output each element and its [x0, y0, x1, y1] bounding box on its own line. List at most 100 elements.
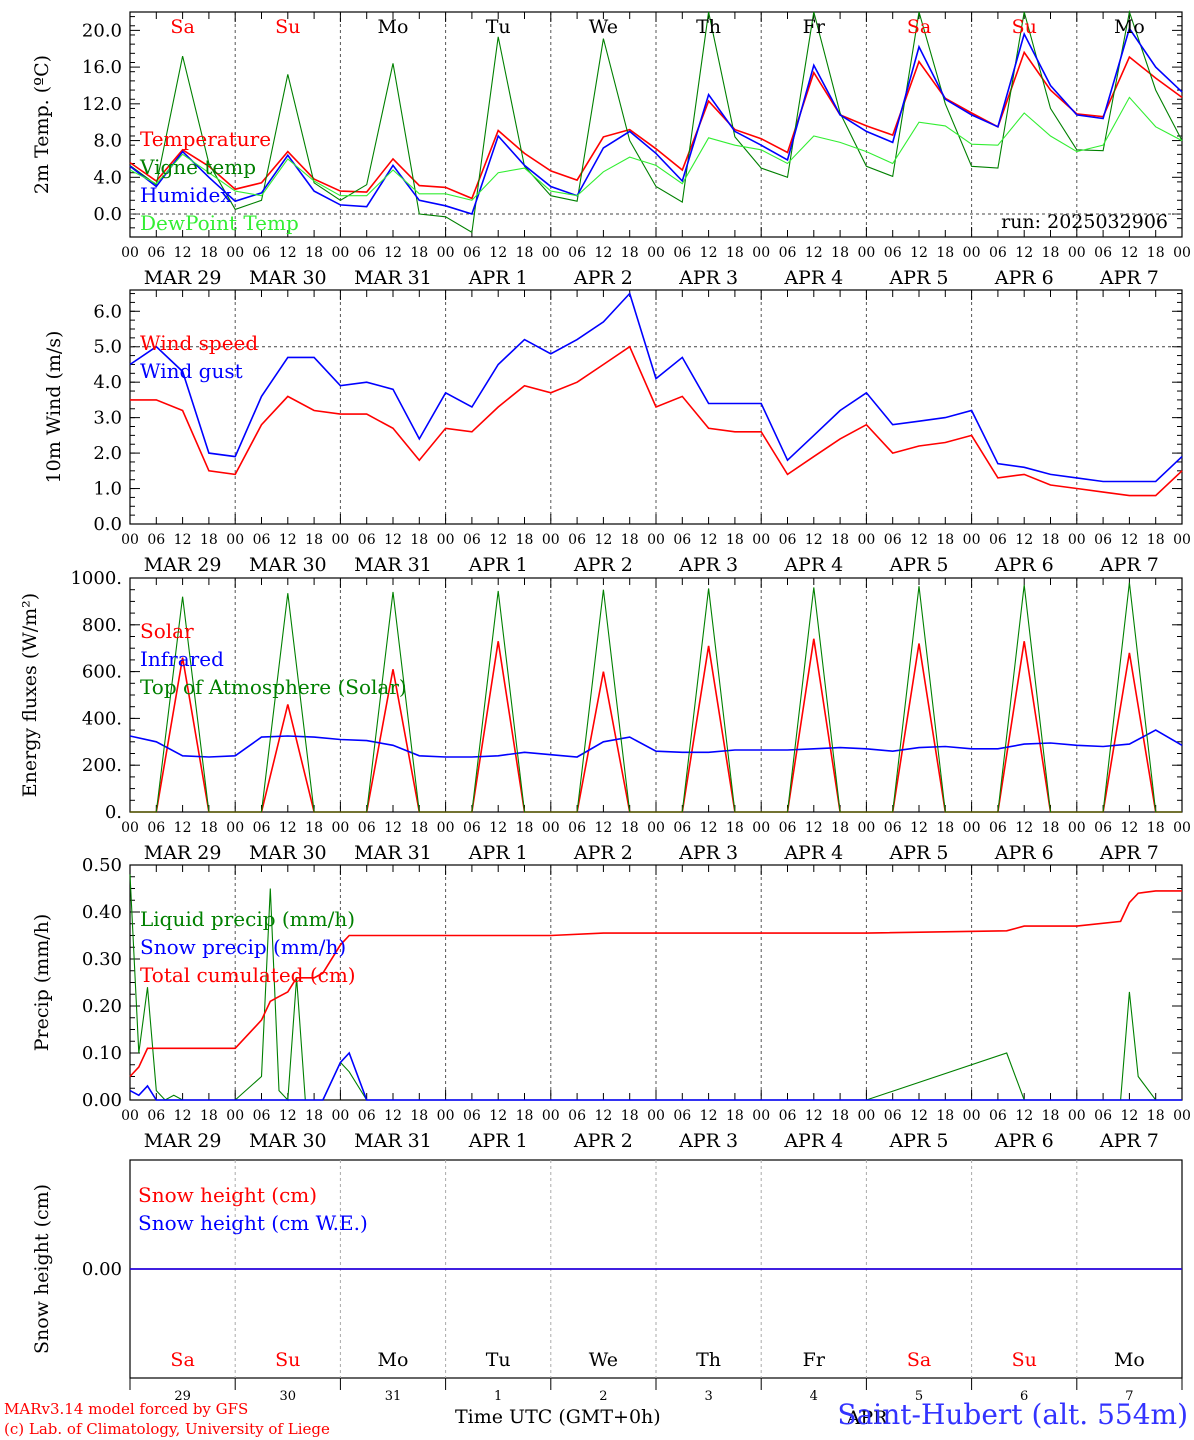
x-tick-label: 06	[253, 245, 271, 261]
y-tick-label: 200.	[82, 755, 122, 776]
x-tick-label: 12	[805, 820, 823, 836]
x-tick-label: 06	[884, 532, 902, 548]
weekday-label: Th	[696, 1349, 721, 1371]
date-label: APR 3	[678, 842, 738, 864]
x-tick-label: 12	[1120, 245, 1138, 261]
x-tick-label: 18	[831, 820, 849, 836]
y-axis-label: 10m Wind (m/s)	[43, 331, 65, 484]
x-tick-label: 00	[542, 245, 560, 261]
series-line-temperature	[129, 50, 1183, 200]
x-tick-label: 00	[857, 820, 875, 836]
x-tick-label: 12	[805, 1108, 823, 1124]
x-tick-label: 12	[174, 532, 192, 548]
x-tick-label: 18	[305, 532, 323, 548]
x-tick-label: 18	[410, 245, 428, 261]
y-tick-label: 1000.	[70, 568, 122, 589]
y-tick-label: 2.0	[93, 443, 122, 464]
x-tick-label: 12	[384, 1108, 402, 1124]
date-label: APR 5	[889, 1130, 949, 1152]
x-tick-label: 06	[147, 1108, 165, 1124]
weekday-label: Sa	[907, 16, 931, 38]
series-line-dewpoint-temp	[129, 96, 1183, 201]
x-tick-label: 06	[568, 820, 586, 836]
x-tick-label: 00	[542, 532, 560, 548]
x-tick-label: 12	[1120, 820, 1138, 836]
x-tick-label: 18	[305, 245, 323, 261]
weekday-label: We	[589, 16, 618, 38]
x-tick-label: 06	[568, 1108, 586, 1124]
x-tick-label: 06	[358, 820, 376, 836]
lab-credit: (c) Lab. of Climatology, University of L…	[4, 1420, 330, 1438]
x-tick-label: 12	[279, 820, 297, 836]
x-tick-label: 12	[910, 245, 928, 261]
panel-1: 00 06 12 18 00 06 12 18 00 06 12 18 00 06 12 18 00 06 12 18…	[31, 9, 1191, 289]
x-tick-label: 06	[779, 532, 797, 548]
day-number: 7	[1125, 1389, 1133, 1404]
y-tick-label: 1.0	[93, 479, 122, 500]
x-tick-label: 00	[963, 532, 981, 548]
date-label: APR 3	[678, 267, 738, 289]
x-tick-label: 12	[700, 532, 718, 548]
x-tick-label: 18	[831, 532, 849, 548]
date-label: MAR 29	[144, 1130, 222, 1152]
x-tick-label: 12	[174, 820, 192, 836]
x-tick-label: 00	[963, 245, 981, 261]
x-tick-label: 12	[1120, 532, 1138, 548]
x-tick-label: 00	[331, 245, 349, 261]
date-label: APR 1	[468, 1130, 528, 1152]
x-tick-label: 00	[647, 1108, 665, 1124]
x-tick-label: 00	[226, 820, 244, 836]
date-label: APR 2	[573, 267, 633, 289]
date-label: MAR 29	[144, 267, 222, 289]
x-tick-label: 06	[568, 532, 586, 548]
series-line-vigne-temp	[129, 9, 1183, 234]
date-label: APR 1	[468, 842, 528, 864]
y-tick-label: 0.	[105, 802, 122, 823]
panel-5: 0.00 Snow height (cm) Snow height (cm) Snow…	[31, 1159, 1183, 1379]
legend-entry: Infrared	[140, 647, 224, 671]
x-tick-label: 18	[200, 245, 218, 261]
x-tick-label: 18	[831, 245, 849, 261]
day-number: 4	[810, 1389, 818, 1404]
x-tick-label: 18	[1042, 245, 1060, 261]
weekday-label: Mo	[1114, 16, 1145, 38]
weekday-label: Tu	[486, 16, 511, 38]
x-tick-label: 00	[963, 820, 981, 836]
date-label: APR 2	[573, 1130, 633, 1152]
x-tick-label: 06	[253, 532, 271, 548]
series-line-humidex	[129, 26, 1183, 215]
day-number: 2	[599, 1389, 607, 1404]
x-tick-label: 00	[331, 820, 349, 836]
y-axis-label: Snow height (cm)	[31, 1184, 53, 1354]
date-label: MAR 31	[354, 1130, 432, 1152]
x-tick-label: 12	[279, 1108, 297, 1124]
weekday-label: Fr	[803, 1349, 826, 1371]
y-tick-label: 0.30	[82, 949, 122, 970]
x-tick-label: 00	[963, 1108, 981, 1124]
legend-entry: Snow precip (mm/h)	[140, 935, 346, 959]
plot-frame	[129, 11, 1183, 238]
weekday-label: Fr	[803, 16, 826, 38]
x-tick-label: 00	[437, 1108, 455, 1124]
x-tick-label: 12	[489, 1108, 507, 1124]
date-label: APR 6	[994, 554, 1054, 576]
x-tick-label: 00	[1173, 1108, 1191, 1124]
x-tick-label: 00	[752, 820, 770, 836]
series-line-total-cumulated-cm-	[129, 890, 1182, 1078]
model-credit: MARv3.14 model forced by GFS	[4, 1400, 249, 1418]
panel-3: 00 06 12 18 00 06 12 18 00 06 12 18 00 06 12 18 00 06 12 18…	[19, 568, 1191, 864]
y-tick-label: 800.	[82, 615, 122, 636]
legend-entry: Wind speed	[140, 331, 258, 355]
weekday-label: Mo	[378, 16, 409, 38]
date-label: APR 1	[468, 554, 528, 576]
date-label: APR 4	[783, 554, 843, 576]
x-tick-label: 18	[621, 820, 639, 836]
x-tick-label: 06	[673, 1108, 691, 1124]
y-tick-label: 0.40	[82, 902, 122, 923]
x-tick-label: 00	[226, 245, 244, 261]
x-tick-label: 18	[1147, 1108, 1165, 1124]
x-tick-label: 06	[989, 820, 1007, 836]
legend-entry: DewPoint Temp	[140, 211, 299, 235]
x-tick-label: 18	[410, 532, 428, 548]
x-tick-label: 12	[805, 532, 823, 548]
